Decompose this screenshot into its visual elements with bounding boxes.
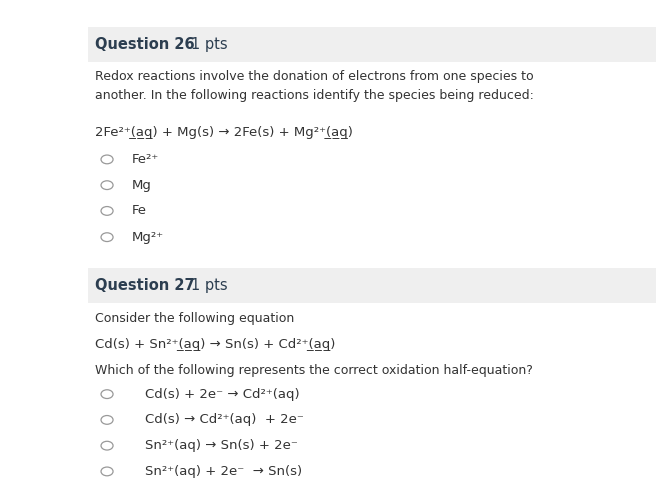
Text: Mg: Mg — [132, 179, 152, 191]
Text: Cd(s) + Sn²⁺(̲a̲q̲) → Sn(s) + Cd²⁺(̲a̲q̲): Cd(s) + Sn²⁺(̲a̲q̲) → Sn(s) + Cd²⁺(̲a̲q̲… — [95, 338, 335, 351]
Text: Redox reactions involve the donation of electrons from one species to
another. I: Redox reactions involve the donation of … — [95, 70, 534, 102]
Text: 2Fe²⁺(̲a̲q̲) + Mg(s) → 2Fe(s) + Mg²⁺(̲a̲q̲): 2Fe²⁺(̲a̲q̲) + Mg(s) → 2Fe(s) + Mg²⁺(̲a̲… — [95, 126, 353, 139]
Text: Cd(s) + 2e⁻ → Cd²⁺(aq): Cd(s) + 2e⁻ → Cd²⁺(aq) — [145, 388, 300, 400]
Text: Fe: Fe — [132, 205, 147, 217]
Text: Question 27: Question 27 — [95, 278, 195, 293]
FancyBboxPatch shape — [88, 27, 656, 62]
Text: Consider the following equation: Consider the following equation — [95, 312, 294, 325]
Text: Mg²⁺: Mg²⁺ — [132, 231, 164, 243]
Text: Sn²⁺(aq) + 2e⁻  → Sn(s): Sn²⁺(aq) + 2e⁻ → Sn(s) — [145, 465, 302, 478]
Text: 1 pts: 1 pts — [191, 278, 227, 293]
Text: Cd(s) → Cd²⁺(aq)  + 2e⁻: Cd(s) → Cd²⁺(aq) + 2e⁻ — [145, 414, 304, 426]
FancyBboxPatch shape — [88, 268, 656, 303]
Text: Fe²⁺: Fe²⁺ — [132, 153, 159, 166]
Text: Which of the following represents the correct oxidation half-equation?: Which of the following represents the co… — [95, 364, 533, 377]
Text: Question 26: Question 26 — [95, 37, 195, 52]
Text: Sn²⁺(aq) → Sn(s) + 2e⁻: Sn²⁺(aq) → Sn(s) + 2e⁻ — [145, 439, 298, 452]
Text: 1 pts: 1 pts — [191, 37, 227, 52]
